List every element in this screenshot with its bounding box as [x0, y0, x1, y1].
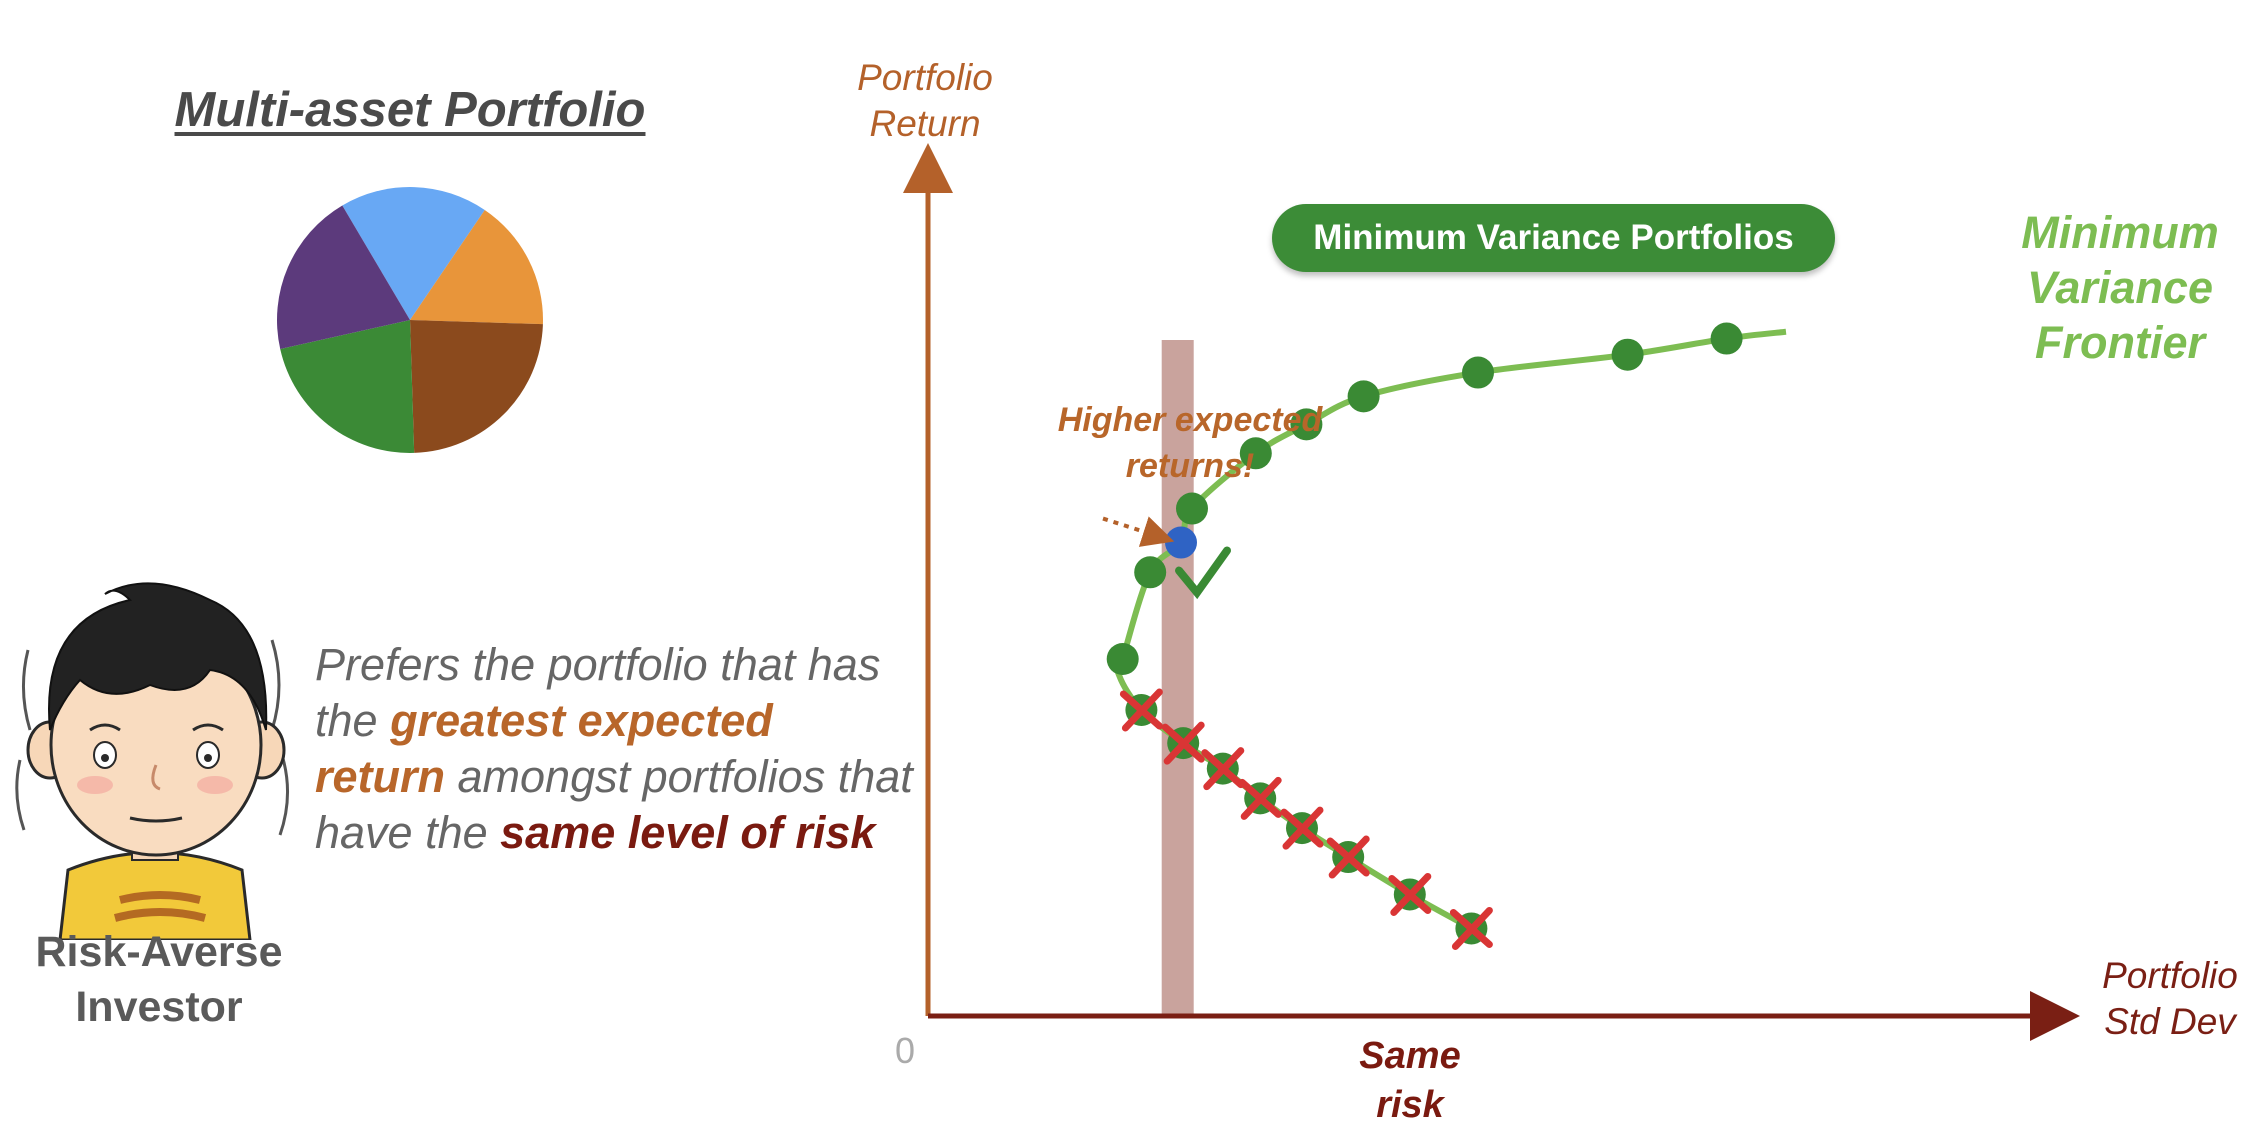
y-axis-label: Portfolio Return: [820, 55, 1030, 148]
selected-portfolio-dot: [1165, 526, 1197, 559]
frontier-label: Minimum Variance Frontier: [1975, 206, 2256, 371]
y-axis-label-line2: Return: [869, 103, 981, 145]
investor-label-line1: Risk-Averse: [35, 928, 283, 976]
frontier-label-line3: Frontier: [2034, 316, 2205, 368]
x-axis-label: Portfolio Std Dev: [2070, 953, 2256, 1046]
same-risk-band: [1161, 340, 1194, 1016]
preference-part2: amongst portfolios that have the: [315, 751, 913, 859]
inefficient-portfolio-dot-7: [1388, 872, 1432, 916]
frontier-label-line2: Variance: [2027, 261, 2213, 313]
inefficient-portfolio-dot-4: [1238, 776, 1282, 820]
inefficient-portfolio-dot-3: [1201, 747, 1245, 791]
x-axis-label-line2: Std Dev: [2104, 1001, 2236, 1043]
same-risk-annotation: Same risk: [1310, 1032, 1510, 1131]
efficient-portfolio-dot-6: [1347, 380, 1380, 413]
efficient-portfolio-dot-8: [1611, 338, 1644, 371]
investor-cartoon: [15, 582, 289, 940]
preference-text: Prefers the portfolio that has the great…: [315, 637, 915, 861]
efficient-portfolio-dot-7: [1462, 356, 1494, 389]
pie-slice-blue: [342, 187, 485, 320]
pie-slice-orange: [410, 209, 543, 325]
portfolio-pie-chart: [277, 187, 543, 453]
same-risk-line2: risk: [1376, 1084, 1444, 1127]
highlight-greatest-return: greatest expected return: [315, 695, 773, 803]
minimum-variance-portfolios-badge: Minimum Variance Portfolios: [1272, 204, 1835, 272]
higher-returns-line1: Higher expected: [1057, 401, 1323, 439]
pie-slice-purple: [277, 205, 410, 350]
efficient-portfolio-dot-4: [1239, 437, 1272, 470]
inefficient-portfolio-dot-1: [1119, 688, 1163, 732]
preference-part1: Prefers the portfolio that has the: [315, 639, 881, 747]
inefficient-portfolio-dot-2: [1161, 721, 1205, 765]
x-axis-label-line1: Portfolio: [2102, 955, 2238, 996]
efficient-portfolio-dot-1: [1106, 643, 1139, 675]
inefficient-portfolio-dot-6: [1326, 835, 1370, 879]
investor-label: Risk-Averse Investor: [0, 925, 318, 1035]
efficient-portfolio-dot-5: [1290, 408, 1323, 441]
efficient-portfolio-dot-3: [1176, 492, 1208, 525]
inefficient-portfolio-dot-5: [1280, 806, 1324, 850]
higher-returns-annotation: Higher expected returns!: [1030, 398, 1350, 490]
highlight-same-risk: same level of risk: [500, 807, 876, 859]
check-mark-icon: [1175, 546, 1231, 600]
portfolio-title: Multi-asset Portfolio: [174, 83, 646, 137]
efficient-portfolio-dot-2: [1134, 556, 1167, 589]
pie-slice-green: [280, 320, 415, 453]
same-risk-line1: Same: [1359, 1035, 1461, 1077]
frontier-label-line1: Minimum: [2021, 207, 2219, 258]
investor-label-line2: Investor: [75, 983, 243, 1032]
y-axis-label-line1: Portfolio: [857, 57, 993, 98]
higher-returns-line2: returns!: [1125, 446, 1255, 485]
origin-label: 0: [894, 1030, 916, 1071]
efficient-portfolio-dot-9: [1710, 322, 1743, 355]
pie-slice-brown: [410, 320, 543, 453]
inefficient-portfolio-dot-8: [1449, 906, 1493, 950]
annotation-arrow: [1102, 516, 1175, 547]
